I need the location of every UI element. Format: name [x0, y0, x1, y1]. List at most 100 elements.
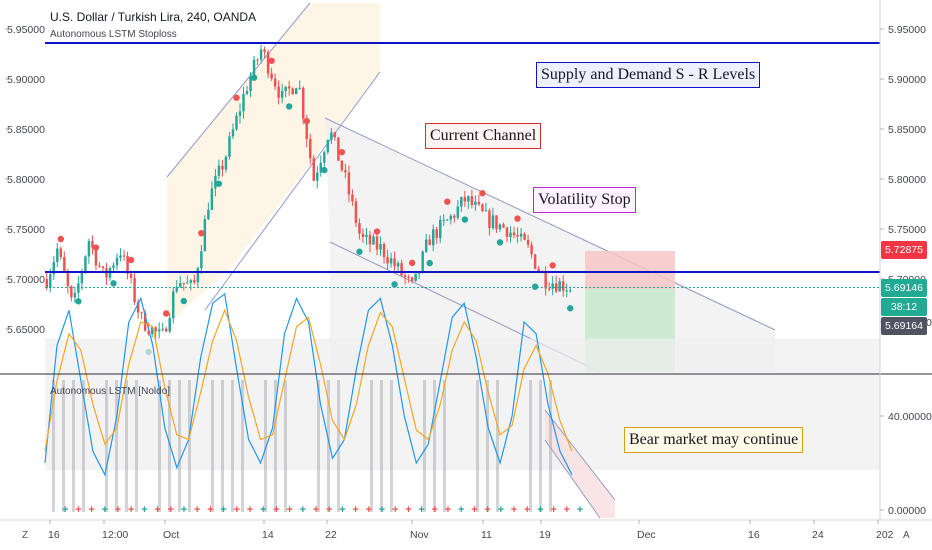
- candle-body: [147, 330, 150, 334]
- candle-body: [498, 224, 502, 230]
- candle-body: [491, 215, 495, 229]
- signal-bar: [82, 380, 85, 512]
- candle-body: [63, 256, 66, 273]
- signal-bar: [231, 380, 234, 512]
- signal-plus-marker: +: [537, 504, 543, 516]
- candle-body: [179, 282, 182, 288]
- candle-body: [544, 272, 547, 289]
- candle-body: [238, 111, 242, 116]
- volatility-stop-dot: [285, 103, 293, 110]
- candle-body: [210, 188, 214, 210]
- signal-plus-marker: +: [286, 504, 292, 516]
- levels-annotation[interactable]: Supply and Demand S - R Levels: [536, 62, 761, 88]
- signal-plus-marker: +: [168, 504, 174, 516]
- candle-body: [442, 219, 445, 221]
- candle-body: [45, 279, 48, 288]
- signal-plus-marker: +: [339, 504, 345, 516]
- candle-body: [112, 265, 115, 268]
- candle-body: [354, 201, 358, 223]
- symbol-title[interactable]: U.S. Dollar / Turkish Lira, 240, OANDA: [50, 10, 257, 24]
- last-price-tag: 5.69146: [881, 279, 927, 297]
- signal-bar: [496, 380, 499, 512]
- candle-body: [302, 87, 305, 119]
- candle-body: [235, 115, 238, 130]
- candle-body: [330, 132, 333, 141]
- signal-plus-marker: +: [220, 504, 226, 516]
- candle-body: [410, 277, 414, 281]
- candle-body: [372, 236, 375, 245]
- candle-body: [94, 247, 98, 266]
- candle-body: [400, 263, 403, 276]
- price-axis-label: 5.95000: [888, 24, 926, 36]
- signal-plus-marker: +: [141, 504, 147, 516]
- volatility-stop-dot: [198, 229, 205, 237]
- volatility-stop-dot: [163, 310, 170, 317]
- signal-bar: [486, 380, 489, 512]
- candle-body: [502, 224, 505, 228]
- candle-body: [537, 268, 540, 272]
- time-axis-label: 11: [481, 529, 492, 541]
- signal-plus-marker: +: [247, 504, 253, 516]
- signal-bar: [476, 380, 479, 512]
- time-axis-label: 24: [812, 529, 824, 541]
- candle-body: [200, 251, 203, 269]
- candle-body: [277, 86, 280, 98]
- candle-body: [467, 196, 470, 202]
- candle-body: [495, 215, 498, 230]
- stoploss-indicator-label[interactable]: Autonomous LSTM Stoploss: [50, 29, 177, 40]
- time-axis-label: 16: [748, 529, 760, 541]
- volatility-stop-dot: [250, 74, 258, 81]
- time-axis-label: 22: [325, 529, 337, 541]
- signal-bar: [539, 380, 542, 512]
- candle-body: [344, 170, 347, 173]
- candle-body: [157, 329, 161, 332]
- candle-body: [393, 258, 396, 267]
- signal-bar: [317, 380, 320, 512]
- time-axis-label: 14: [262, 529, 274, 541]
- candle-body: [351, 194, 354, 202]
- candle-body: [561, 281, 565, 291]
- candle-body: [365, 234, 368, 238]
- candle-body: [91, 241, 94, 248]
- candle-body: [273, 78, 277, 87]
- signal-bar: [105, 380, 108, 512]
- auto-scale-button[interactable]: A: [903, 530, 910, 541]
- vstop-annotation[interactable]: Volatility Stop: [533, 187, 636, 213]
- candle-body: [340, 160, 344, 171]
- signal-plus-marker: +: [352, 504, 358, 516]
- candle-body: [263, 49, 266, 53]
- candle-body: [326, 140, 330, 153]
- candle-body: [98, 265, 101, 267]
- volatility-stop-dot: [444, 198, 451, 205]
- candle-body: [488, 210, 491, 229]
- candle-body: [49, 274, 52, 288]
- volatility-stop-dot: [233, 94, 240, 101]
- candle-body: [161, 328, 164, 330]
- volatility-stop-dot: [479, 189, 486, 197]
- time-axis-label: 12:00: [102, 529, 128, 541]
- candle-body: [217, 165, 221, 176]
- candle-body: [287, 86, 291, 89]
- candle-body: [140, 312, 143, 314]
- candle-body: [207, 209, 210, 220]
- candle-body: [189, 280, 193, 283]
- candle-body: [231, 129, 235, 137]
- candle-body: [512, 232, 516, 236]
- candle-body: [424, 239, 428, 252]
- channel-annotation[interactable]: Current Channel: [425, 123, 542, 149]
- candle-body: [474, 201, 477, 206]
- candle-body: [519, 233, 523, 237]
- candle-body: [551, 283, 554, 289]
- signal-plus-marker: +: [326, 504, 332, 516]
- candle-body: [73, 292, 77, 298]
- lstm-indicator-label[interactable]: Autonomous LSTM [Noldo]: [50, 386, 171, 397]
- candle-body: [460, 197, 463, 207]
- signal-plus-marker: +: [273, 504, 279, 516]
- candle-body: [337, 137, 340, 161]
- signal-plus-marker: +: [471, 504, 477, 516]
- zoom-icon[interactable]: Z: [22, 530, 29, 541]
- bear-annotation[interactable]: Bear market may continue: [624, 427, 804, 453]
- candle-body: [379, 244, 382, 250]
- candle-body: [347, 172, 351, 195]
